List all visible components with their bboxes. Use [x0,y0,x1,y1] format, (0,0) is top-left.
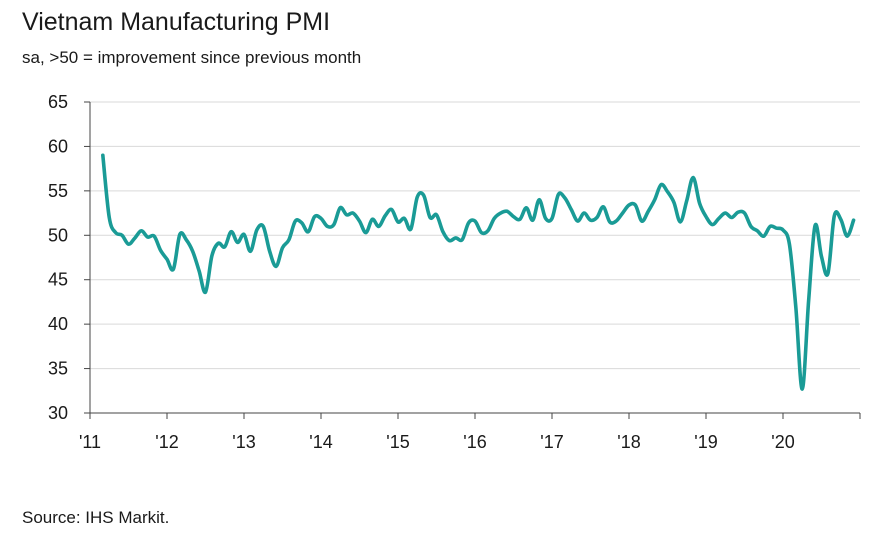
x-tick-label: '18 [617,432,640,452]
series-line-pmi [101,153,856,391]
x-tick-label: '15 [386,432,409,452]
x-tick-labels: '11 '12 '13 '14 '15 '16 '17 '18 '19 '20 [79,432,795,452]
y-tick-label: 50 [48,225,68,245]
y-tick-labels: 30 35 40 45 50 55 60 65 [48,92,68,423]
x-tick-label: '17 [540,432,563,452]
chart-subtitle: sa, >50 = improvement since previous mon… [22,48,362,67]
chart-title: Vietnam Manufacturing PMI [22,8,331,36]
y-tick-label: 65 [48,92,68,112]
x-tick-label: '11 [79,432,101,452]
y-tick-label: 55 [48,181,68,201]
y-tick-label: 40 [48,314,68,334]
axes [84,101,861,419]
x-tick-label: '13 [232,432,255,452]
y-tick-label: 30 [48,403,68,423]
y-tick-label: 60 [48,136,68,156]
gridlines [90,101,860,370]
series [101,153,856,391]
x-tick-label: '19 [694,432,717,452]
y-tick-label: 35 [48,359,68,379]
x-tick-label: '12 [155,432,178,452]
x-tick-label: '16 [463,432,486,452]
source-note: Source: IHS Markit. [22,508,170,527]
x-tick-label: '20 [771,432,794,452]
x-tick-label: '14 [309,432,332,452]
y-tick-label: 45 [48,270,68,290]
